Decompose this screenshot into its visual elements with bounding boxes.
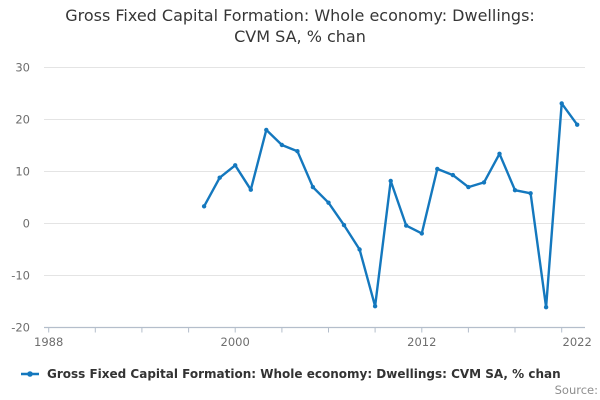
data-point-marker (357, 247, 362, 252)
data-point-marker (201, 204, 207, 209)
chart-title-line2: CVM SA, % chan (234, 27, 366, 46)
legend-line-icon (21, 371, 39, 377)
data-point-marker (481, 180, 487, 185)
data-series-line (202, 102, 579, 309)
chart-title: Gross Fixed Capital Formation: Whole eco… (0, 5, 600, 47)
data-point-marker (326, 200, 331, 205)
x-tick-label: 2000 (221, 335, 250, 349)
legend-label: Gross Fixed Capital Formation: Whole eco… (47, 367, 561, 381)
data-point-marker (248, 187, 253, 192)
data-point-marker (279, 142, 285, 148)
data-point-marker (404, 223, 409, 228)
data-point-marker (435, 166, 440, 172)
legend: Gross Fixed Capital Formation: Whole eco… (20, 367, 561, 381)
data-point-marker (341, 222, 347, 228)
data-point-marker (264, 127, 269, 133)
data-point-marker (310, 184, 316, 190)
data-point-marker (512, 188, 518, 193)
data-point-marker (388, 178, 393, 184)
source-label: Source: (554, 383, 598, 397)
y-tick-label: 10 (15, 165, 30, 179)
data-point-marker (575, 122, 580, 127)
x-tick-label: 2012 (407, 335, 436, 349)
data-point-marker (295, 149, 300, 154)
y-tick-label: 20 (15, 113, 30, 127)
data-point-marker (559, 101, 564, 106)
data-point-marker (450, 172, 456, 178)
data-point-marker (217, 175, 222, 180)
data-point-marker (497, 151, 502, 156)
data-point-marker (419, 231, 424, 236)
x-tick-label: 2022 (563, 335, 592, 349)
y-tick-label: -10 (11, 269, 30, 283)
y-tick-label: 0 (23, 217, 30, 231)
data-point-marker (543, 305, 549, 310)
data-point-marker (528, 191, 533, 196)
chart-title-line1: Gross Fixed Capital Formation: Whole eco… (65, 6, 535, 25)
data-point-marker (233, 163, 238, 168)
data-point-marker (372, 304, 378, 309)
y-tick-label: 30 (15, 61, 30, 75)
x-tick-label: 1988 (34, 335, 63, 349)
y-tick-label: -20 (11, 321, 30, 335)
data-point-marker (466, 184, 471, 190)
